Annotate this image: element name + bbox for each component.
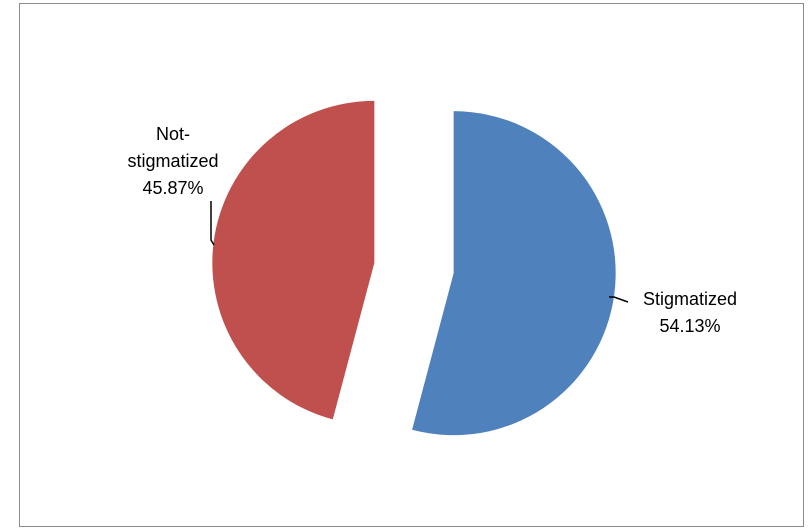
data-label-not-stigmatized-percent: 45.87% (142, 178, 203, 198)
leader-line-not-stigmatized (211, 201, 214, 245)
pie-slices (212, 101, 615, 435)
data-label-not-stigmatized-line1: Not- (156, 124, 190, 144)
data-label-stigmatized-category: Stigmatized (643, 289, 737, 309)
data-label-not-stigmatized-line2: stigmatized (127, 151, 218, 171)
slice-not-stigmatized (212, 101, 374, 420)
data-label-stigmatized-percent: 54.13% (659, 316, 720, 336)
slice-stigmatized (412, 111, 616, 435)
